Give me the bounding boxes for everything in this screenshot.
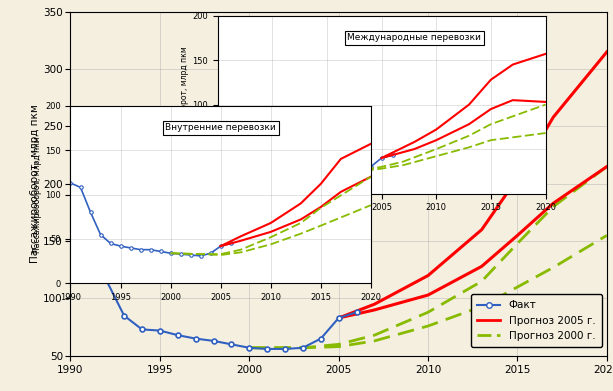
Text: Международные перевозки: Международные перевозки bbox=[348, 33, 481, 43]
Y-axis label: Пассажирооборот, млрд пкм: Пассажирооборот, млрд пкм bbox=[33, 136, 42, 253]
Text: Внутренние перевозки: Внутренние перевозки bbox=[166, 124, 276, 133]
Y-axis label: Пассажирооборот, млрд пкм: Пассажирооборот, млрд пкм bbox=[30, 104, 40, 263]
Y-axis label: Пассажирооборот, млрд пкм: Пассажирооборот, млрд пкм bbox=[180, 46, 189, 163]
Legend: Факт, Прогноз 2005 г., Прогноз 2000 г.: Факт, Прогноз 2005 г., Прогноз 2000 г. bbox=[471, 294, 602, 347]
